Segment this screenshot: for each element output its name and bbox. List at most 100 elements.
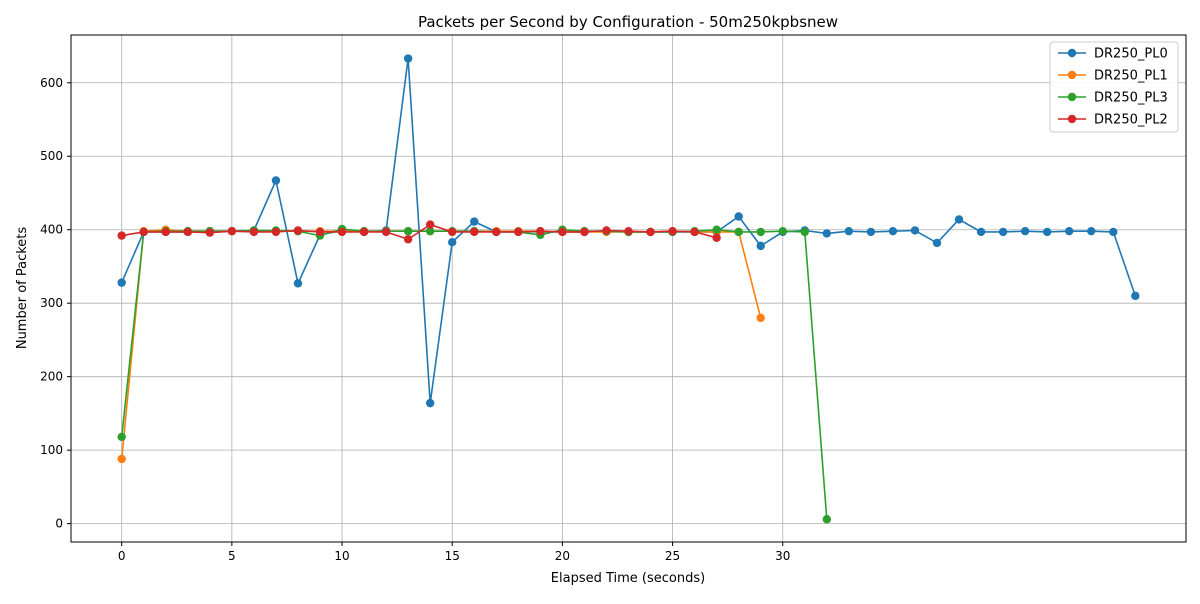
y-tick-label: 400 (40, 223, 63, 237)
data-point (690, 227, 699, 237)
legend-swatch-marker (1067, 48, 1077, 58)
data-point (822, 515, 832, 524)
x-tick-label: 20 (555, 549, 570, 563)
legend-item: DR250_PL0 (1058, 47, 1168, 62)
data-point (1020, 226, 1030, 236)
data-point (139, 227, 148, 237)
data-point (425, 220, 435, 229)
data-point (1065, 226, 1074, 236)
data-point (734, 227, 743, 237)
data-point (337, 227, 347, 237)
data-point (910, 226, 920, 235)
grid (71, 35, 1186, 542)
data-point (734, 212, 743, 221)
series-dr250-pl1 (117, 225, 765, 464)
data-point (756, 313, 765, 323)
legend-swatch-marker (1067, 70, 1077, 80)
data-point (448, 227, 457, 237)
data-point (932, 238, 942, 248)
data-point (359, 227, 369, 237)
data-point (822, 229, 832, 238)
x-tick-label: 10 (334, 549, 349, 563)
x-tick-label: 25 (665, 549, 680, 563)
y-tick-label: 0 (55, 517, 63, 531)
data-point (1087, 226, 1096, 236)
x-tick-label: 0 (118, 549, 126, 563)
legend-label: DR250_PL3 (1094, 91, 1168, 106)
data-point (448, 238, 457, 247)
data-point (403, 226, 413, 236)
series-line (120, 228, 762, 460)
data-point (425, 226, 435, 236)
data-point (624, 226, 633, 236)
y-tick-label: 100 (40, 443, 63, 457)
chart-title: Packets per Second by Configuration - 50… (418, 13, 838, 31)
legend-swatch-marker (1067, 114, 1077, 124)
data-point (470, 227, 479, 237)
data-point (117, 432, 126, 442)
series-layer (117, 54, 1140, 524)
data-point (205, 228, 215, 237)
data-point (1042, 227, 1052, 237)
y-tick-label: 200 (40, 370, 63, 384)
data-point (403, 235, 413, 244)
legend-item: DR250_PL1 (1058, 69, 1168, 84)
y-axis-label: Number of Packets (15, 227, 30, 350)
data-point (161, 227, 170, 237)
legend-label: DR250_PL2 (1094, 113, 1168, 128)
data-point (293, 279, 303, 288)
x-tick-label: 30 (775, 549, 790, 563)
data-point (646, 227, 655, 237)
data-point (778, 226, 787, 236)
data-point (668, 226, 677, 236)
data-point (756, 241, 765, 251)
legend-item: DR250_PL3 (1058, 91, 1168, 106)
data-point (602, 226, 611, 235)
data-point (403, 54, 413, 63)
data-point (293, 226, 303, 235)
data-point (998, 227, 1008, 237)
data-point (271, 176, 281, 185)
data-point (712, 225, 721, 234)
data-point (712, 233, 721, 242)
data-point (381, 227, 391, 237)
legend-box (1049, 41, 1179, 133)
legend-item: DR250_PL2 (1058, 113, 1168, 128)
data-point (117, 454, 126, 464)
data-point (249, 227, 259, 237)
data-point (117, 231, 126, 240)
series-dr250-pl2 (117, 220, 721, 244)
data-point (954, 215, 964, 224)
plot-frame (70, 34, 1187, 543)
data-point (514, 227, 523, 237)
legend-label: DR250_PL0 (1094, 47, 1168, 62)
data-point (470, 217, 479, 226)
legend-label: DR250_PL1 (1094, 69, 1168, 84)
data-point (844, 226, 854, 236)
data-point (117, 278, 126, 287)
legend: DR250_PL0 DR250_PL1 DR250_PL3 DR250_PL2 (1049, 41, 1179, 133)
data-point (227, 226, 237, 236)
data-point (271, 227, 281, 237)
data-point (888, 226, 898, 236)
x-tick-label: 5 (228, 549, 236, 563)
data-point (492, 227, 501, 237)
data-point (183, 227, 192, 237)
legend-swatch-marker (1067, 92, 1077, 102)
data-point (800, 227, 809, 237)
y-tick-label: 500 (40, 149, 63, 163)
data-point (976, 227, 986, 237)
x-tick-label: 15 (445, 549, 460, 563)
series-line (120, 228, 828, 520)
series-line (121, 223, 717, 241)
data-point (866, 227, 876, 237)
data-point (315, 227, 325, 237)
series-dr250-pl3 (117, 224, 832, 524)
data-point (1131, 291, 1140, 301)
y-tick-label: 300 (40, 296, 63, 310)
data-point (756, 227, 765, 237)
data-point (558, 227, 567, 237)
